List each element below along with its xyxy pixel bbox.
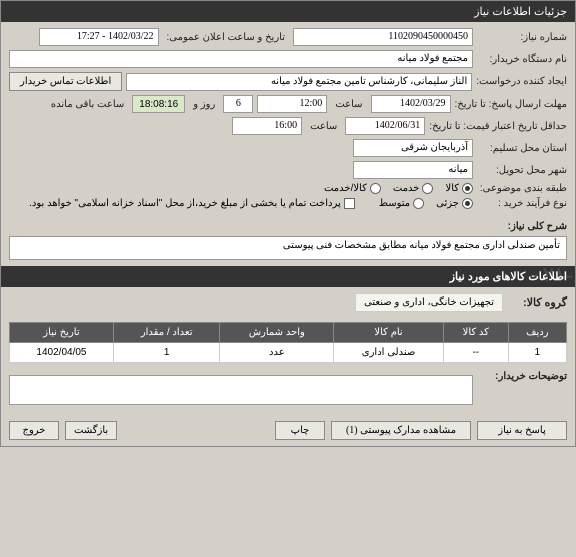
service-radio[interactable] — [422, 183, 433, 194]
category-radio-group: کالا خدمت کالا/خدمت — [324, 183, 473, 194]
goods-radio-label: کالا — [445, 183, 459, 194]
contact-button[interactable]: اطلاعات تماس خریدار — [9, 72, 122, 91]
cell-row: 1 — [508, 343, 566, 363]
time-label-2: ساعت — [306, 121, 341, 132]
cell-unit: عدد — [220, 343, 334, 363]
buyer: مجتمع فولاد میانه — [9, 50, 473, 68]
title-bar: جزئیات اطلاعات نیاز — [1, 1, 575, 22]
col-row: ردیف — [508, 323, 566, 343]
medium-radio-label: متوسط — [379, 198, 410, 209]
main-form: شماره نیاز: 1102090450000450 تاریخ و ساع… — [1, 22, 575, 219]
deadline-label: مهلت ارسال پاسخ: تا تاریخ: — [455, 99, 567, 110]
time-label-1: ساعت — [331, 99, 366, 110]
items-table: ردیف کد کالا نام کالا واحد شمارش تعداد /… — [9, 322, 567, 363]
buyer-notes — [9, 375, 473, 405]
requester-label: ایجاد کننده درخواست: — [476, 76, 567, 87]
public-date-label: تاریخ و ساعت اعلان عمومی: — [163, 32, 290, 43]
buyer-label: نام دستگاه خریدار: — [477, 54, 567, 65]
category-label: طبقه بندی موضوعی: — [477, 183, 567, 194]
group-value: تجهیزات خانگی، اداری و صنعتی — [355, 293, 503, 312]
respond-button[interactable]: پاسخ به نیاز — [477, 421, 567, 440]
city: میانه — [353, 161, 473, 179]
days-remaining: 6 — [223, 95, 253, 113]
col-name: نام کالا — [334, 323, 444, 343]
col-unit: واحد شمارش — [220, 323, 334, 343]
goods-service-radio[interactable] — [370, 183, 381, 194]
payment-note: پرداخت تمام یا بخشی از مبلغ خرید،از محل … — [29, 198, 341, 209]
province-label: استان محل تسلیم: — [477, 143, 567, 154]
purchase-type-label: نوع فرآیند خرید : — [477, 198, 567, 209]
day-label: روز و — [189, 99, 219, 110]
col-code: کد کالا — [443, 323, 508, 343]
price-time: 16:00 — [232, 117, 302, 135]
exit-button[interactable]: خروج — [9, 421, 59, 440]
goods-radio[interactable] — [462, 183, 473, 194]
goods-service-radio-label: کالا/خدمت — [324, 183, 367, 194]
print-button[interactable]: چاپ — [275, 421, 325, 440]
description: تأمین صندلی اداری مجتمع فولاد میانه مطاب… — [9, 236, 567, 260]
price-date: 1402/06/31 — [345, 117, 425, 135]
footer: پاسخ به نیاز مشاهده مدارک پیوستی (1) چاپ… — [1, 415, 575, 446]
cell-qty: 1 — [113, 343, 220, 363]
partial-radio[interactable] — [462, 198, 473, 209]
price-validity-label: حداقل تاریخ اعتبار قیمت: تا تاریخ: — [429, 121, 567, 132]
cell-code: -- — [443, 343, 508, 363]
medium-radio[interactable] — [413, 198, 424, 209]
requester: الناز سلیمانی، کارشناس تامین مجتمع فولاد… — [126, 73, 472, 91]
deadline-date: 1402/03/29 — [371, 95, 451, 113]
col-qty: تعداد / مقدار — [113, 323, 220, 343]
payment-checkbox[interactable] — [344, 198, 355, 209]
window: جزئیات اطلاعات نیاز شماره نیاز: 11020904… — [0, 0, 576, 447]
attachments-button[interactable]: مشاهده مدارک پیوستی (1) — [331, 421, 471, 440]
remaining-time: 18:08:16 — [132, 95, 185, 113]
group-label: گروه کالا: — [507, 296, 567, 309]
purchase-type-group: جزئی متوسط پرداخت تمام یا بخشی از مبلغ خ… — [29, 198, 473, 209]
back-button[interactable]: بازگشت — [65, 421, 117, 440]
service-radio-label: خدمت — [393, 183, 420, 194]
col-date: تاریخ نیاز — [10, 323, 114, 343]
public-date: 1402/03/22 - 17:27 — [39, 28, 159, 46]
cell-date: 1402/04/05 — [10, 343, 114, 363]
items-header: اطلاعات کالاهای مورد نیاز — [1, 266, 575, 287]
province: آذربایجان شرقی — [353, 139, 473, 157]
city-label: شهر محل تحویل: — [477, 165, 567, 176]
partial-radio-label: جزئی — [436, 198, 459, 209]
remaining-label: ساعت باقی مانده — [47, 99, 128, 110]
desc-label: شرح کلی نیاز: — [477, 221, 567, 232]
need-number: 1102090450000450 — [293, 28, 473, 46]
cell-name: صندلی اداری — [334, 343, 444, 363]
table-row[interactable]: 1 -- صندلی اداری عدد 1 1402/04/05 — [10, 343, 567, 363]
need-number-label: شماره نیاز: — [477, 32, 567, 43]
buyer-notes-label: توضیحات خریدار: — [477, 371, 567, 382]
deadline-time: 12:00 — [257, 95, 327, 113]
